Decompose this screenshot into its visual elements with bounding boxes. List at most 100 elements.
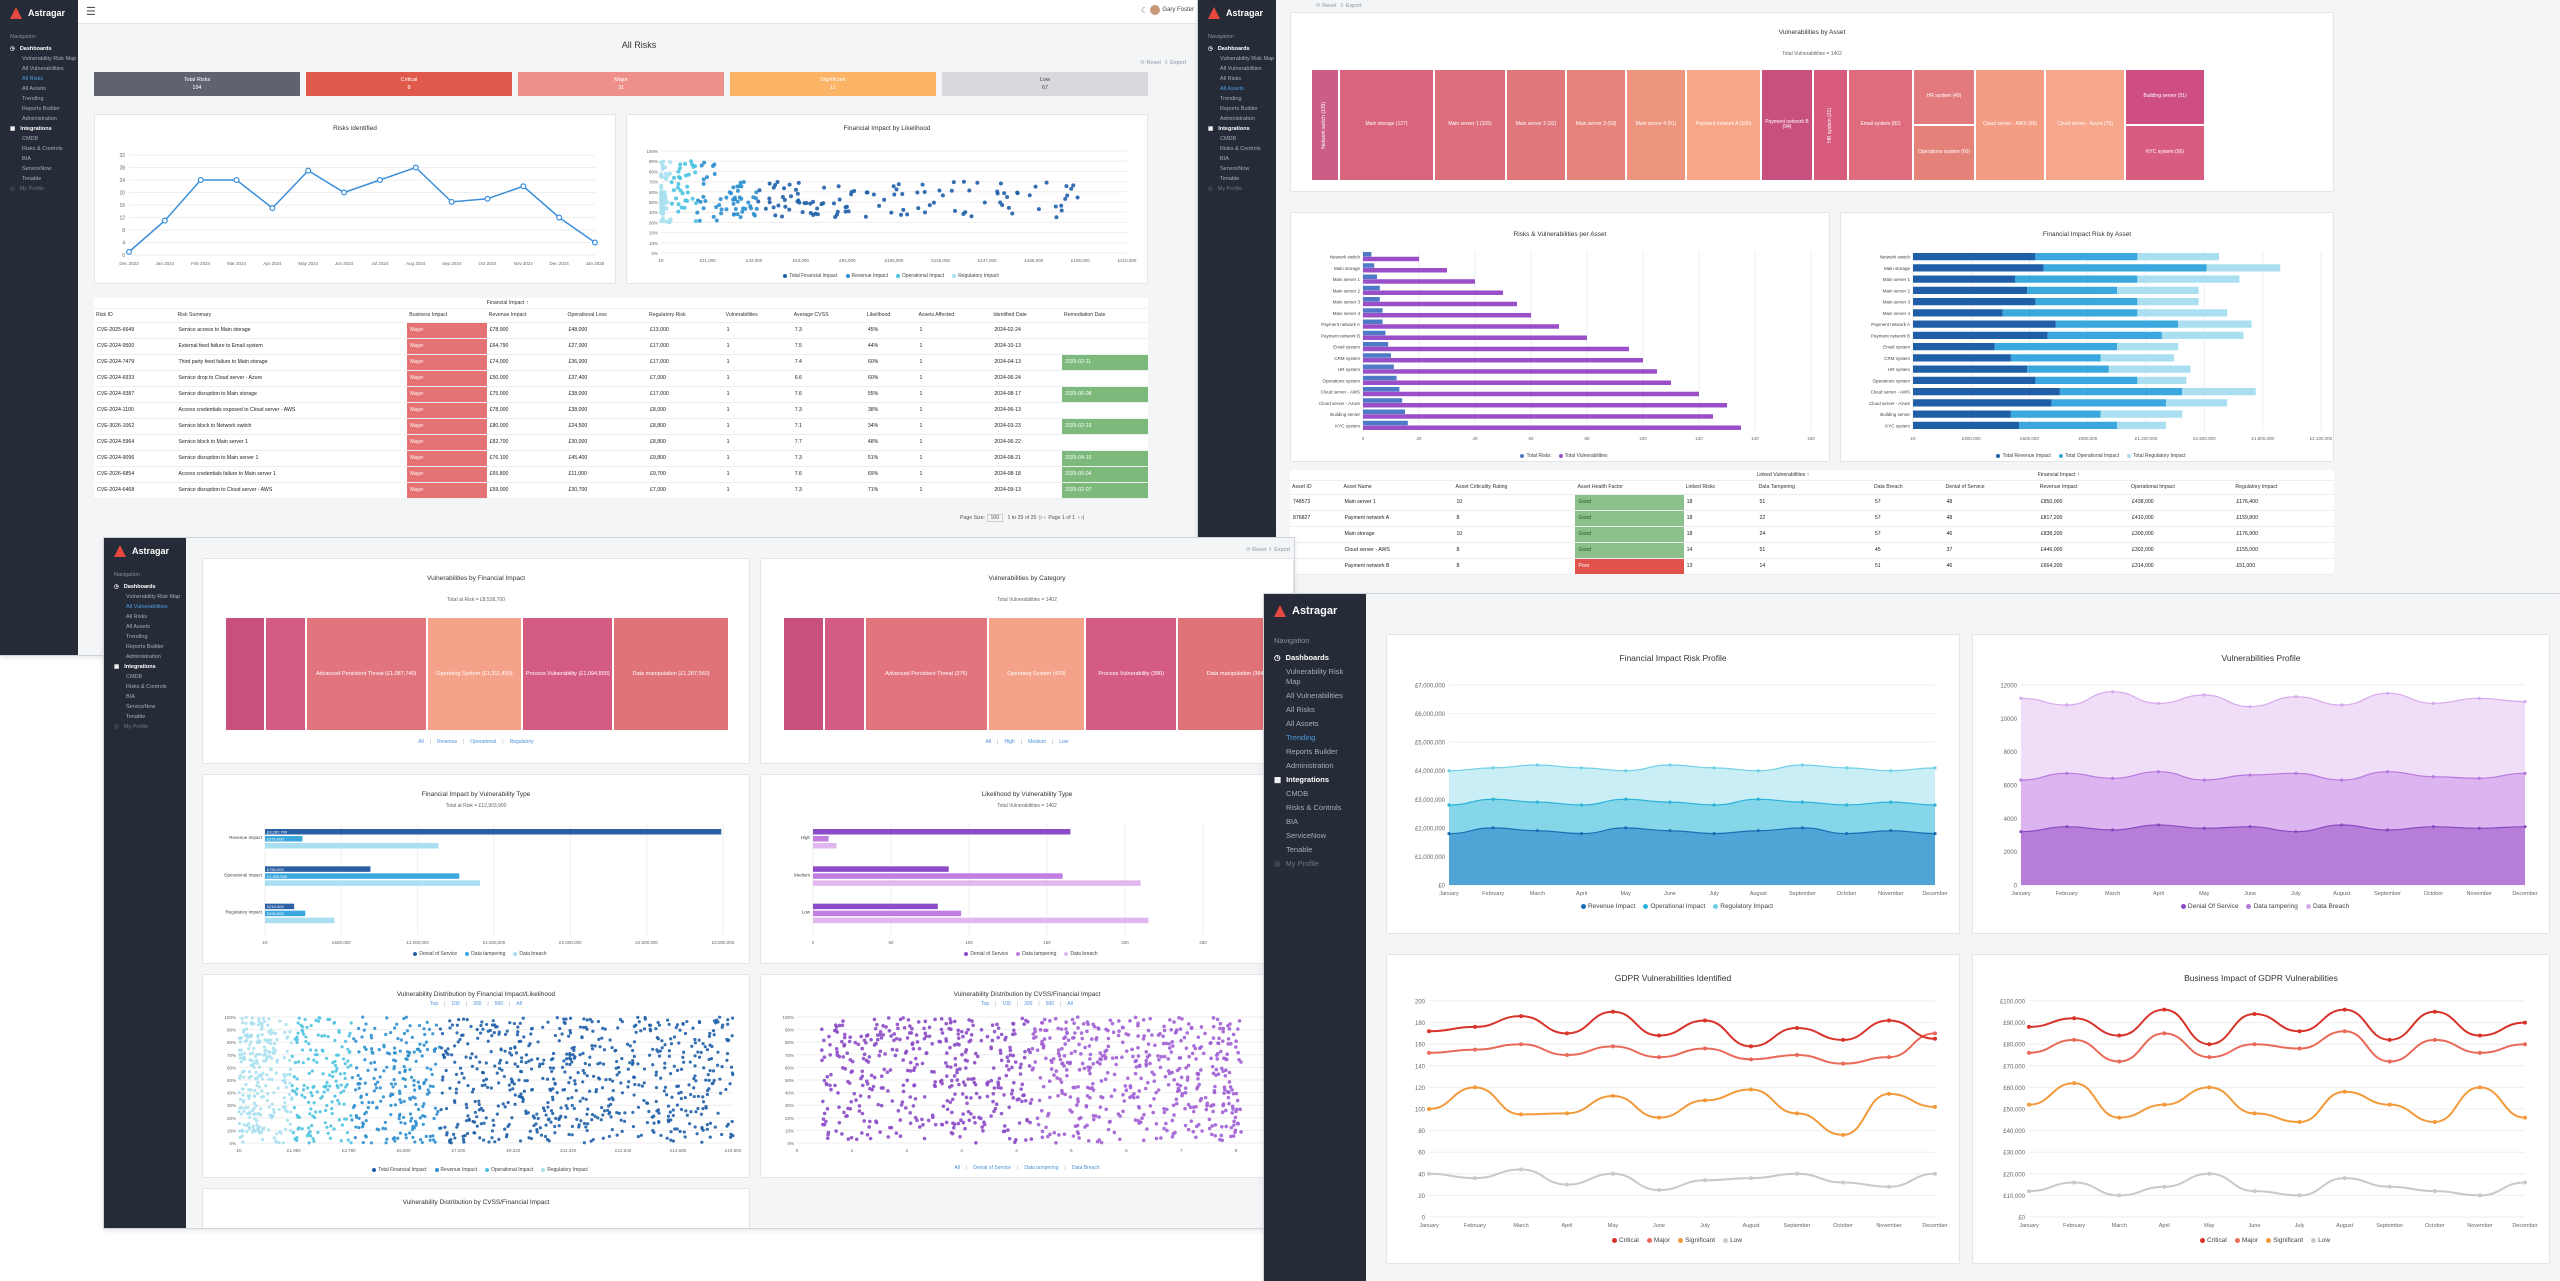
treemap-cell[interactable]: Main server 2 (92)	[1506, 69, 1566, 181]
treemap-cell[interactable]: Network switch (139)	[1311, 69, 1339, 181]
nav-bia[interactable]: BIA	[1220, 156, 1229, 162]
treemap-cell[interactable]: Advanced Persistent Threat (376)	[864, 617, 988, 731]
legend-item[interactable]: Operational Impact	[901, 273, 945, 279]
filter-link[interactable]: All	[418, 739, 424, 745]
legend-item[interactable]: Data Breach	[2312, 903, 2350, 910]
nav-tenable[interactable]: Tenable	[1286, 845, 1313, 854]
nav-profile[interactable]: ◎ My Profile	[114, 724, 149, 730]
legend-item[interactable]: Data tampering	[1022, 951, 1057, 957]
filter-link[interactable]: Denial of Service	[973, 1165, 1012, 1171]
treemap-cell[interactable]: Main server 1 (105)	[1434, 69, 1506, 181]
nav-trending[interactable]: Trending	[1220, 96, 1242, 102]
treemap-cell[interactable]	[783, 617, 824, 731]
nav-tenable[interactable]: Tenable	[1220, 176, 1240, 182]
nav-trending[interactable]: Trending	[1286, 733, 1316, 742]
filter-link[interactable]: Regulatory	[509, 739, 534, 745]
nav-bia[interactable]: BIA	[22, 156, 31, 162]
nav-cmdb[interactable]: CMDB	[22, 136, 39, 142]
column-header[interactable]: Risk ID	[94, 308, 176, 323]
nav-admin[interactable]: Administration	[22, 116, 57, 122]
nav-risks-controls[interactable]: Risks & Controls	[126, 684, 167, 690]
export-button[interactable]: ⇩ Export	[1163, 60, 1186, 66]
nav-integrations[interactable]: ▦ Integrations	[1208, 126, 1250, 132]
nav-profile[interactable]: ◎ My Profile	[10, 186, 45, 192]
column-header[interactable]: Vulnerabilities	[723, 308, 792, 323]
nav-risks-controls[interactable]: Risks & Controls	[1286, 803, 1342, 812]
treemap-cell[interactable]	[225, 617, 266, 731]
treemap-cell[interactable]: Advanced Persistent Threat (£1,087,740)	[305, 617, 427, 731]
treemap-cell[interactable]: KYC system (56)	[2125, 125, 2205, 181]
filter-link[interactable]: 300	[473, 1001, 482, 1007]
filter-link[interactable]: All	[1067, 1001, 1073, 1007]
nav-all-assets[interactable]: All Assets	[126, 624, 150, 630]
nav-servicenow[interactable]: ServiceNow	[1220, 166, 1250, 172]
avatar[interactable]	[1150, 5, 1160, 15]
nav-risks-controls[interactable]: Risks & Controls	[1220, 146, 1261, 152]
nav-all-vulns[interactable]: All Vulnerabilities	[1220, 66, 1262, 72]
nav-all-assets[interactable]: All Assets	[1286, 719, 1319, 728]
legend-item[interactable]: Data breach	[519, 951, 547, 957]
column-header[interactable]: Linked Risks	[1683, 480, 1757, 495]
table-row[interactable]: Payment network B 8 Poor 13 14 51 46 £664,200 £3…	[1290, 558, 2334, 575]
legend-item[interactable]: Revenue Impact	[851, 273, 888, 279]
nav-cmdb[interactable]: CMDB	[126, 674, 143, 680]
nav-cmdb[interactable]: CMDB	[1220, 136, 1237, 142]
nav-reports[interactable]: Reports Builder	[22, 106, 60, 112]
table-row[interactable]: 876827 Payment network A 8 Good 18 22 57 48 £817…	[1290, 510, 2334, 527]
treemap-cell[interactable]: Operating System (£1,311,450)	[426, 617, 523, 731]
legend-item[interactable]: Data tampering	[471, 951, 506, 957]
nav-tenable[interactable]: Tenable	[126, 714, 146, 720]
treemap-cell[interactable]: Main server 3 (93)	[1566, 69, 1626, 181]
filter-link[interactable]: 500	[494, 1001, 504, 1007]
kpi-card[interactable]: Major 31	[518, 72, 724, 96]
column-header[interactable]: Regulatory Risk	[647, 308, 724, 323]
kpi-card[interactable]: Significant 11	[730, 72, 936, 96]
theme-toggle-icon[interactable]: ☾	[1140, 6, 1148, 15]
column-header[interactable]: Likelihood	[864, 308, 917, 323]
legend-item[interactable]: Total Regulatory Impact	[2133, 453, 2186, 459]
nav-all-risks[interactable]: All Risks	[1220, 76, 1242, 82]
nav-integrations[interactable]: ▦ Integrations	[1264, 773, 1366, 787]
legend-item[interactable]: Low	[1730, 1237, 1743, 1244]
nav-all-risks[interactable]: All Risks	[1286, 705, 1315, 714]
table-row[interactable]: CVE-2025-6649 Service access to Main stor…	[94, 322, 1148, 339]
column-header[interactable]: Assets Affected	[916, 308, 992, 323]
nav-profile[interactable]: ◎ My Profile	[1208, 186, 1243, 192]
table-row[interactable]: CVE-2024-1100 Access credentials exposed …	[94, 402, 1148, 419]
legend-item[interactable]: Denial of Service	[419, 951, 458, 957]
treemap-cell[interactable]: Process Vulnerability (390)	[1085, 617, 1178, 731]
treemap-cell[interactable]: HR system (31)	[1813, 69, 1848, 181]
nav-trending[interactable]: Trending	[126, 634, 148, 640]
filter-link[interactable]: Data tampering	[1024, 1165, 1059, 1171]
brand[interactable]: Astragar	[104, 538, 186, 564]
table-row[interactable]: Cloud server - AWS 8 Good 14 51 45 37 £446,000 £…	[1290, 542, 2334, 559]
legend-item[interactable]: Data breach	[1070, 951, 1098, 957]
table-row[interactable]: CVE-2024-5964 Service block to Main serve…	[94, 434, 1148, 451]
treemap-cell[interactable]: HR system (49)	[1913, 69, 1975, 125]
legend-item[interactable]: Total Revenue Impact	[2002, 453, 2051, 459]
nav-dashboards[interactable]: ◷ Dashboards	[1208, 46, 1250, 52]
filter-link[interactable]: Top	[430, 1001, 439, 1007]
column-header[interactable]: Data Tampering	[1756, 480, 1872, 495]
column-header[interactable]: Revenue Impact	[486, 308, 566, 323]
prev-page-icon[interactable]: ‹	[1043, 515, 1046, 521]
nav-vuln-risk-map[interactable]: Vulnerability Risk Map	[1220, 56, 1275, 62]
reset-button[interactable]: ⟳ Reset	[1140, 60, 1161, 66]
column-header[interactable]: Regulatory Impact	[2233, 480, 2334, 495]
table-row[interactable]: CVE-2026-6854 Access credentials failure …	[94, 466, 1148, 483]
filter-link[interactable]: All	[954, 1165, 960, 1171]
filter-link[interactable]: 500	[1045, 1001, 1055, 1007]
column-header[interactable]: Asset Name	[1341, 480, 1454, 495]
legend-item[interactable]: Critical	[1618, 1237, 1639, 1244]
legend-item[interactable]: Total Financial Impact	[789, 273, 838, 279]
nav-reports[interactable]: Reports Builder	[1220, 106, 1258, 112]
legend-item[interactable]: Critical	[2206, 1237, 2227, 1244]
legend-item[interactable]: Significant	[2273, 1237, 2304, 1244]
nav-admin[interactable]: Administration	[1286, 761, 1334, 770]
legend-item[interactable]: Major	[2241, 1237, 2259, 1244]
kpi-card[interactable]: Total Risks 194	[94, 72, 300, 96]
nav-all-assets[interactable]: All Assets	[1220, 86, 1244, 92]
nav-bia[interactable]: BIA	[126, 694, 135, 700]
legend-item[interactable]: Operational Impact	[490, 1167, 534, 1173]
table-row[interactable]: CVE-2024-6933 Service drop to Cloud serve…	[94, 370, 1148, 387]
